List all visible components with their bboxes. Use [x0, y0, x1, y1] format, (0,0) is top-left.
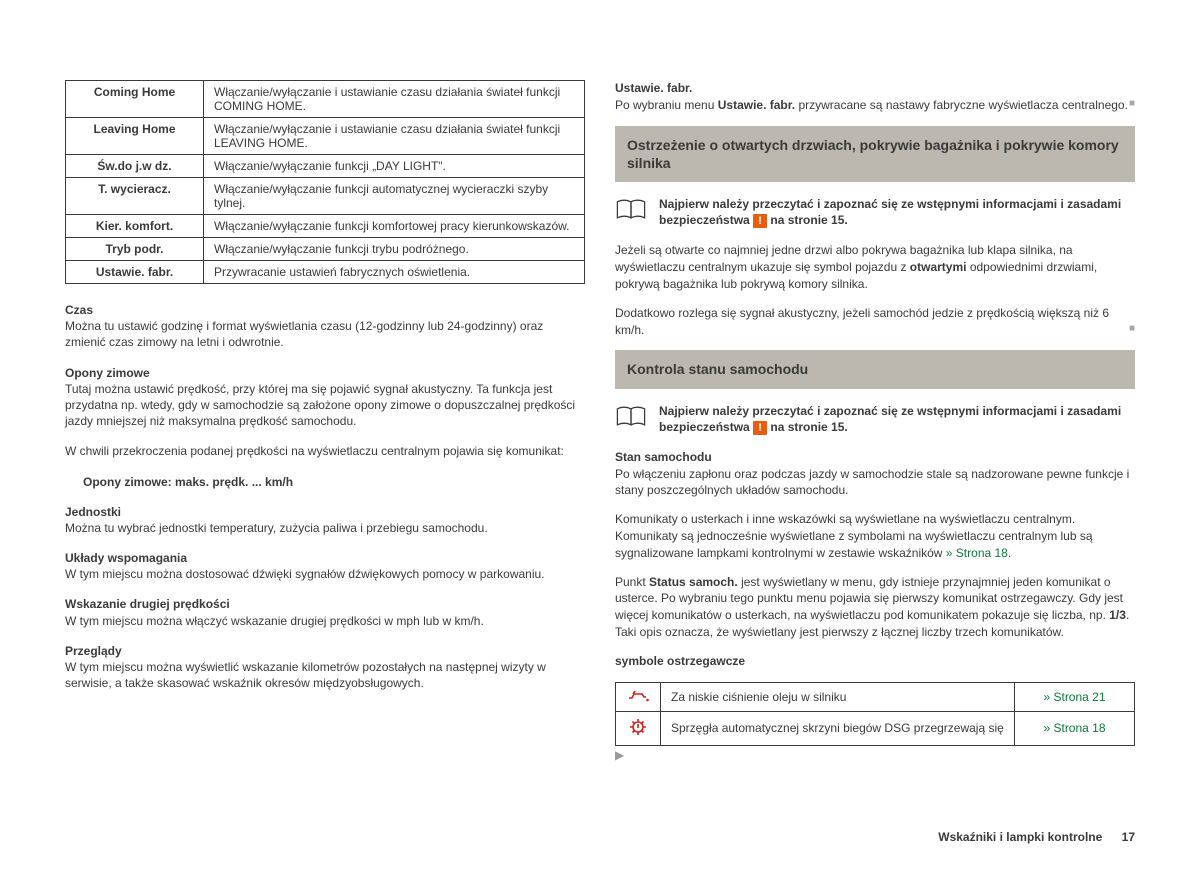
setting-desc: Włączanie/wyłączanie funkcji komfortowej…	[204, 215, 585, 238]
warning-symbols-table: Za niskie ciśnienie oleju w silniku » St…	[615, 682, 1135, 746]
footer-label: Wskaźniki i lampki kontrolne	[938, 830, 1102, 844]
table-row: Za niskie ciśnienie oleju w silniku » St…	[616, 682, 1135, 711]
section-heading: Stan samochodu	[615, 450, 712, 464]
section-ustawie-fabr: Ustawie. fabr. Po wybraniu menu Ustawie.…	[615, 80, 1135, 114]
section-heading: Ustawie. fabr.	[615, 81, 692, 95]
setting-name: Kier. komfort.	[66, 215, 204, 238]
header-doors-warning: Ostrzeżenie o otwartych drzwiach, pokryw…	[615, 126, 1135, 182]
display-message: Opony zimowe: maks. prędk. ... km/h	[65, 474, 585, 490]
table-row: T. wycieracz.Włączanie/wyłączanie funkcj…	[66, 178, 585, 215]
symbols-heading: symbole ostrzegawcze	[615, 653, 1135, 670]
section-przeglady: Przeglądy W tym miejscu można wyświetlić…	[65, 643, 585, 692]
book-icon	[615, 403, 647, 429]
setting-name: Coming Home	[66, 81, 204, 118]
punkt-paragraph: Punkt Status samoch. jest wyświetlany w …	[615, 574, 1135, 641]
symbol-cell	[616, 682, 661, 711]
header-vehicle-status: Kontrola stanu samochodu	[615, 350, 1135, 388]
symbol-desc: Za niskie ciśnienie oleju w silniku	[661, 682, 1015, 711]
section-opony: Opony zimowe Tutaj można ustawić prędkoś…	[65, 365, 585, 430]
lighting-settings-table: Coming HomeWłączanie/wyłączanie i ustawi…	[65, 80, 585, 284]
page-number: 17	[1122, 830, 1135, 844]
setting-desc: Włączanie/wyłączanie i ustawianie czasu …	[204, 118, 585, 155]
warning-icon: !	[753, 421, 767, 435]
table-row: Leaving HomeWłączanie/wyłączanie i ustaw…	[66, 118, 585, 155]
symbol-desc: Sprzęgła automatycznej skrzyni biegów DS…	[661, 711, 1015, 745]
page-link[interactable]: » Strona 18	[946, 546, 1008, 560]
section-text: W tym miejscu można dostosować dźwięki s…	[65, 567, 545, 581]
table-row: Sprzęgła automatycznej skrzyni biegów DS…	[616, 711, 1135, 745]
text-pre: Po wybraniu menu	[615, 98, 718, 112]
section-text: Tutaj można ustawić prędkość, przy które…	[65, 382, 575, 428]
continue-arrow-icon: ▶	[615, 748, 1135, 762]
section-heading: Przeglądy	[65, 644, 122, 658]
section-stan: Stan samochodu Po włączeniu zapłonu oraz…	[615, 449, 1135, 499]
left-column: Coming HomeWłączanie/wyłączanie i ustawi…	[65, 80, 585, 846]
end-mark-icon: ■	[1129, 97, 1135, 111]
section-wskazanie: Wskazanie drugiej prędkości W tym miejsc…	[65, 596, 585, 628]
section-uklady: Układy wspomagania W tym miejscu można d…	[65, 550, 585, 582]
section-jednostki: Jednostki Można tu wybrać jednostki temp…	[65, 504, 585, 536]
komunikaty-paragraph: Komunikaty o usterkach i inne wskazówki …	[615, 511, 1135, 561]
setting-desc: Włączanie/wyłączanie funkcji trybu podró…	[204, 238, 585, 261]
section-heading: Układy wspomagania	[65, 551, 187, 565]
section-heading: Opony zimowe	[65, 366, 150, 380]
setting-desc: Przywracanie ustawień fabrycznych oświet…	[204, 261, 585, 284]
setting-name: Ustawie. fabr.	[66, 261, 204, 284]
book-icon	[615, 196, 647, 222]
safety-note: Najpierw należy przeczytać i zapoznać si…	[615, 196, 1135, 228]
right-column: Ustawie. fabr. Po wybraniu menu Ustawie.…	[615, 80, 1135, 846]
setting-desc: Włączanie/wyłączanie funkcji „DAY LIGHT"…	[204, 155, 585, 178]
end-mark-icon: ■	[1129, 322, 1135, 336]
section-text: Można tu wybrać jednostki temperatury, z…	[65, 521, 488, 535]
table-row: Kier. komfort.Włączanie/wyłączanie funkc…	[66, 215, 585, 238]
page-link[interactable]: » Strona 18	[1043, 721, 1105, 735]
setting-name: Leaving Home	[66, 118, 204, 155]
acoustic-signal-paragraph: Dodatkowo rozlega się sygnał akustyczny,…	[615, 305, 1135, 339]
symbol-cell	[616, 711, 661, 745]
gearbox-temp-icon	[628, 721, 648, 741]
setting-desc: Włączanie/wyłączanie funkcji automatyczn…	[204, 178, 585, 215]
note-text: Najpierw należy przeczytać i zapoznać si…	[659, 403, 1135, 435]
doors-open-paragraph: Jeżeli są otwarte co najmniej jedne drzw…	[615, 242, 1135, 292]
section-text: Można tu ustawić godzinę i format wyświe…	[65, 319, 543, 349]
setting-desc: Włączanie/wyłączanie i ustawianie czasu …	[204, 81, 585, 118]
section-text: W tym miejscu można włączyć wskazanie dr…	[65, 614, 484, 628]
text-bold: Ustawie. fabr.	[718, 98, 795, 112]
section-heading: Wskazanie drugiej prędkości	[65, 597, 230, 611]
section-heading: Jednostki	[65, 505, 121, 519]
mid-paragraph: W chwili przekroczenia podanej prędkości…	[65, 443, 585, 459]
table-row: Ustawie. fabr.Przywracanie ustawień fabr…	[66, 261, 585, 284]
table-row: Coming HomeWłączanie/wyłączanie i ustawi…	[66, 81, 585, 118]
section-text: Po włączeniu zapłonu oraz podczas jazdy …	[615, 467, 1129, 498]
section-czas: Czas Można tu ustawić godzinę i format w…	[65, 302, 585, 351]
section-text: W tym miejscu można wyświetlić wskazanie…	[65, 660, 546, 690]
text-post: przywracane są nastawy fabryczne wyświet…	[795, 98, 1128, 112]
setting-name: Św.do j.w dz.	[66, 155, 204, 178]
page-link[interactable]: » Strona 21	[1043, 690, 1105, 704]
setting-name: Tryb podr.	[66, 238, 204, 261]
table-row: Tryb podr.Włączanie/wyłączanie funkcji t…	[66, 238, 585, 261]
section-heading: Czas	[65, 303, 93, 317]
page-footer: Wskaźniki i lampki kontrolne 17	[938, 830, 1135, 844]
table-row: Św.do j.w dz.Włączanie/wyłączanie funkcj…	[66, 155, 585, 178]
safety-note: Najpierw należy przeczytać i zapoznać si…	[615, 403, 1135, 435]
warning-icon: !	[753, 214, 767, 228]
setting-name: T. wycieracz.	[66, 178, 204, 215]
oil-pressure-icon	[626, 687, 650, 707]
note-text: Najpierw należy przeczytać i zapoznać si…	[659, 196, 1135, 228]
